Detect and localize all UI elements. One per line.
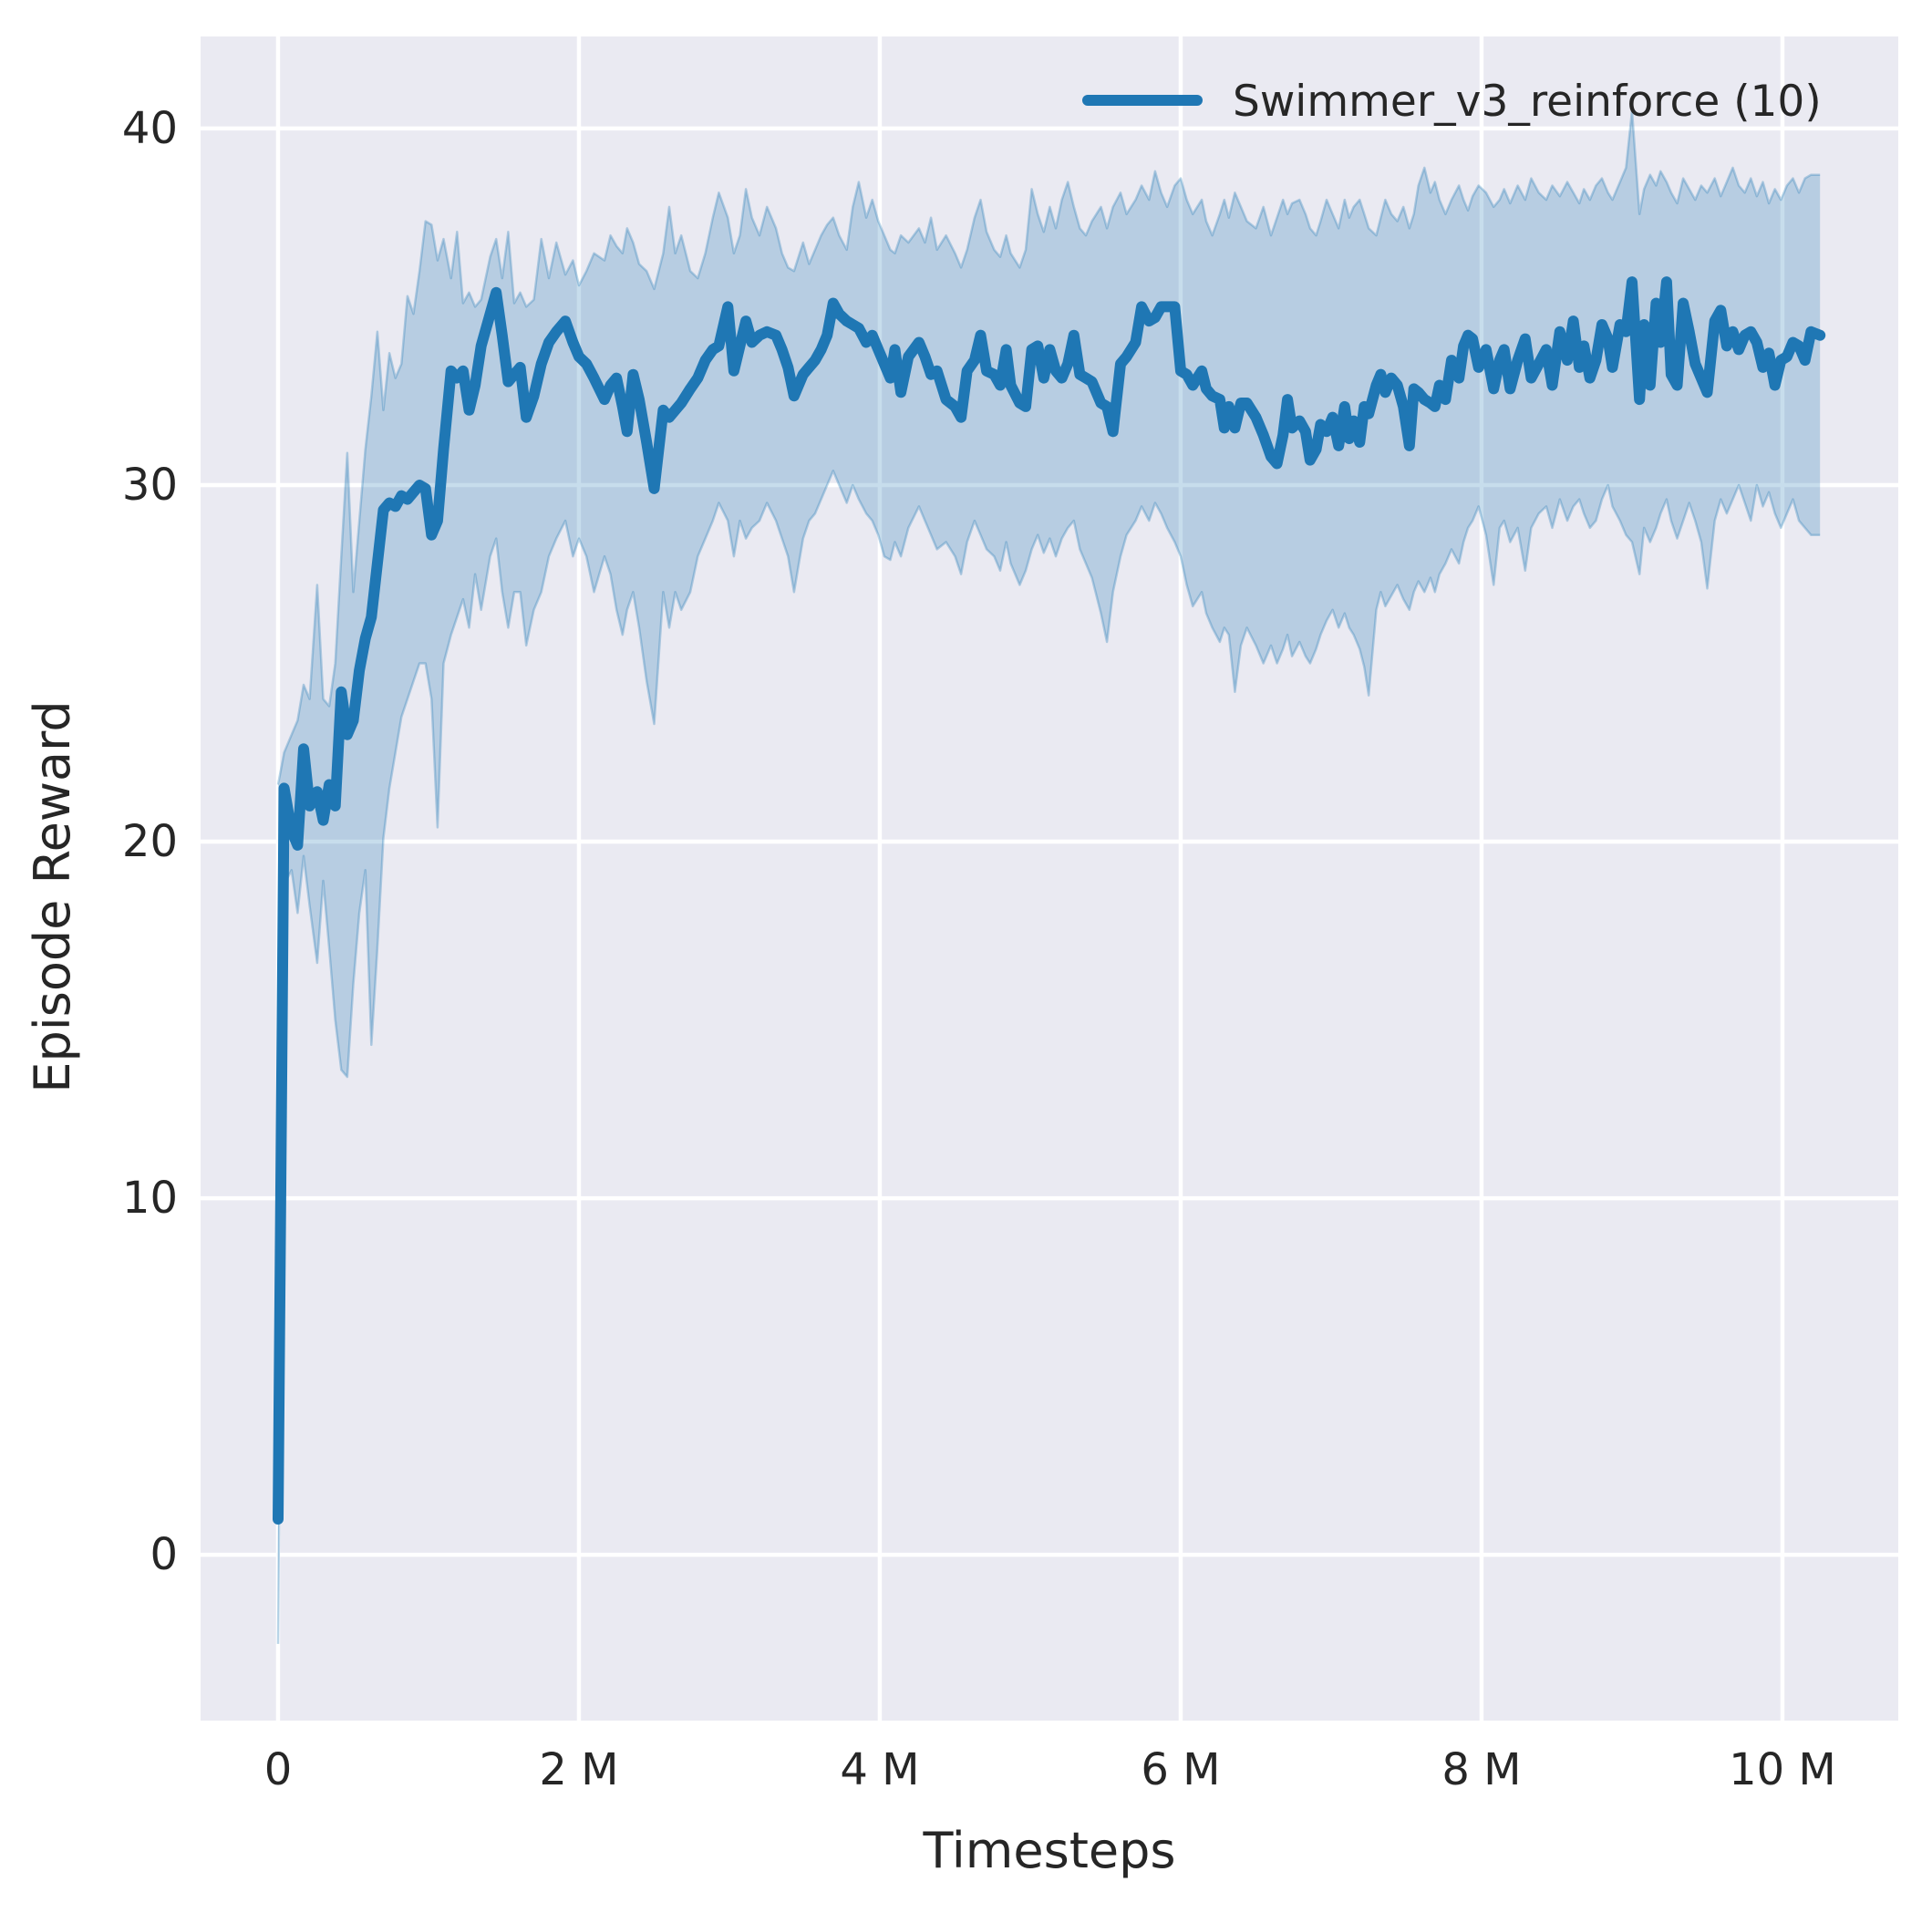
- legend: Swimmer_v3_reinforce (10): [1082, 77, 1822, 127]
- x-axis-tick-labels: 0 2 M 4 M 6 M 8 M 10 M: [264, 1744, 1836, 1795]
- grid-lines: [201, 36, 1898, 1721]
- x-tick-label: 8 M: [1441, 1744, 1521, 1795]
- mean-line: [273, 276, 1826, 1525]
- x-tick-label: 10 M: [1729, 1744, 1836, 1795]
- y-axis-tick-labels: 0 10 20 30 40: [122, 103, 178, 1580]
- y-tick-label: 0: [150, 1529, 178, 1580]
- confidence-band: [276, 109, 1821, 1644]
- plot-area: [201, 36, 1898, 1721]
- x-tick-label: 0: [264, 1744, 293, 1795]
- y-tick-label: 20: [122, 816, 178, 867]
- x-axis-label: Timesteps: [922, 1822, 1175, 1879]
- x-tick-label: 6 M: [1141, 1744, 1220, 1795]
- legend-label: Swimmer_v3_reinforce (10): [1233, 77, 1822, 127]
- y-tick-label: 40: [122, 103, 178, 154]
- y-tick-label: 30: [122, 460, 178, 511]
- y-axis-label: Episode Reward: [24, 700, 81, 1092]
- x-tick-label: 4 M: [840, 1744, 919, 1795]
- y-tick-label: 10: [122, 1173, 178, 1224]
- x-tick-label: 2 M: [539, 1744, 618, 1795]
